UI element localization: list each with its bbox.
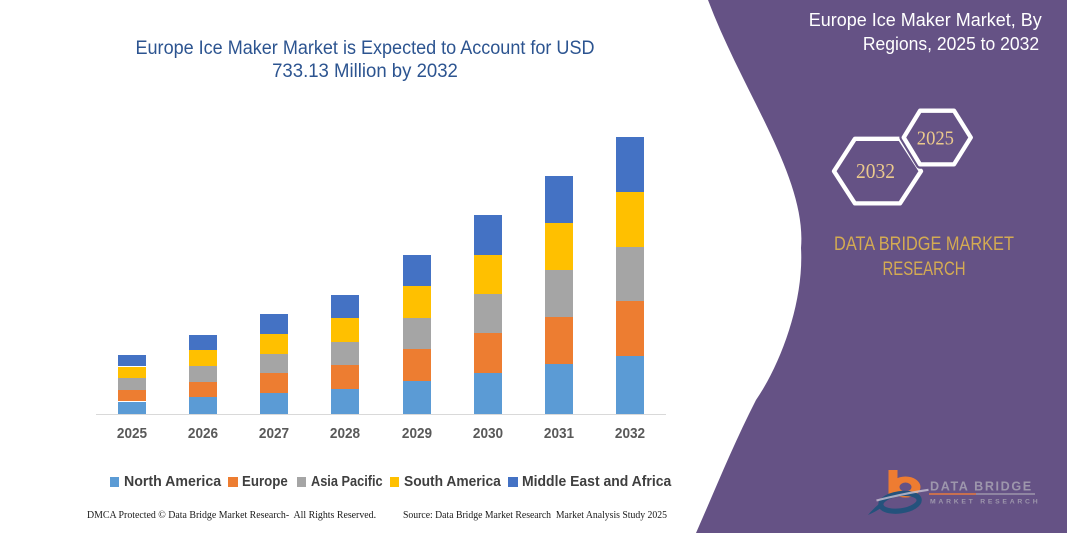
- svg-text:MARKET RESEARCH: MARKET RESEARCH: [930, 499, 1040, 506]
- svg-text:2025: 2025: [917, 128, 954, 150]
- svg-text:2032: 2032: [856, 160, 895, 183]
- svg-text:DATA BRIDGE: DATA BRIDGE: [930, 480, 1033, 494]
